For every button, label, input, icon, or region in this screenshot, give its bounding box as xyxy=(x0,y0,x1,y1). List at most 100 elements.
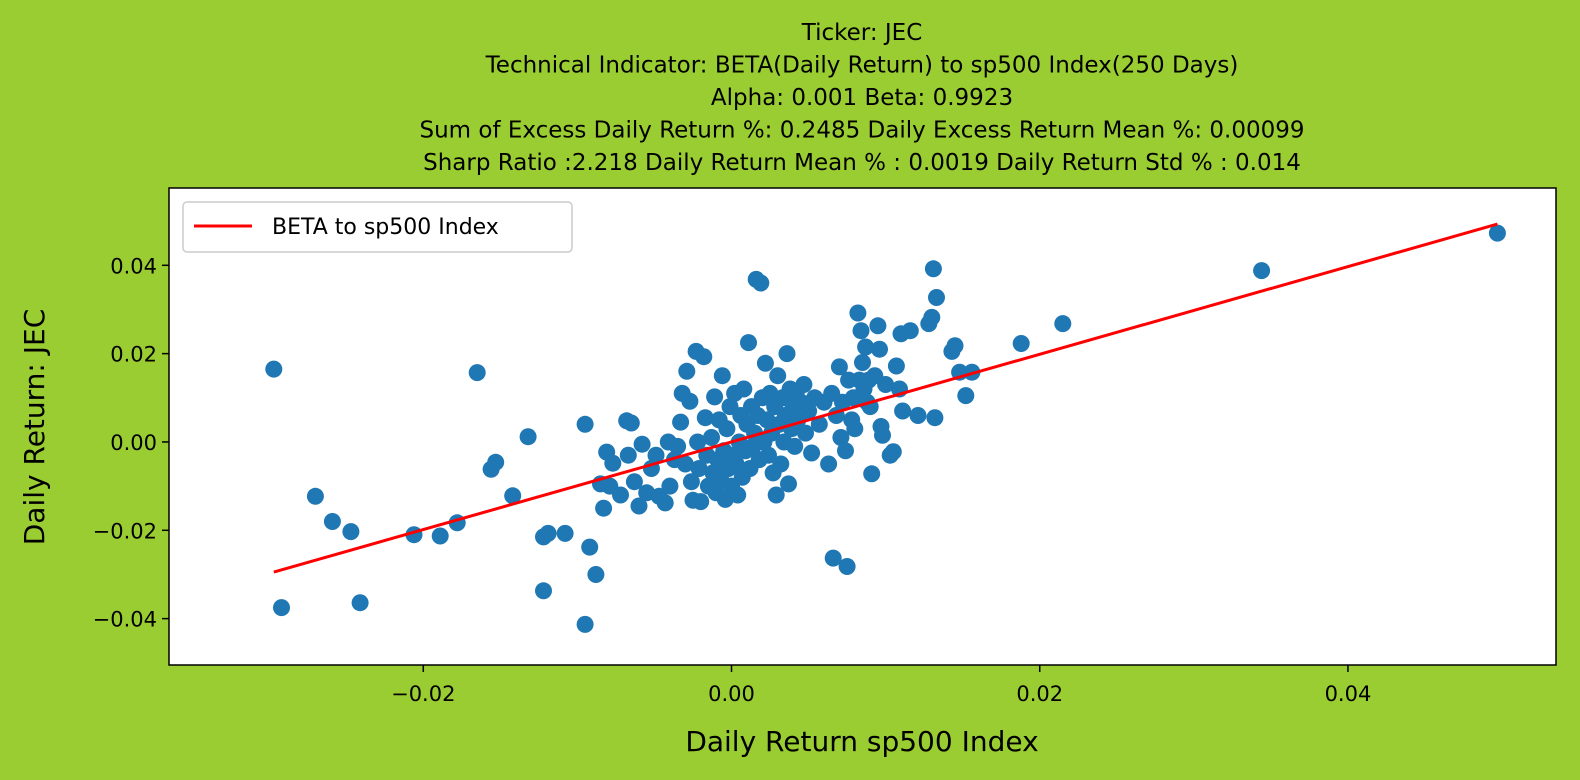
data-point xyxy=(837,442,854,460)
data-point xyxy=(729,486,747,504)
data-point xyxy=(519,428,537,446)
x-tick-label: 0.04 xyxy=(1325,682,1372,706)
data-point xyxy=(323,513,341,530)
data-point xyxy=(887,357,905,375)
data-point xyxy=(824,549,842,567)
y-axis-ticks: −0.04 −0.02 0.00 0.02 0.04 xyxy=(93,254,169,632)
data-point xyxy=(535,582,552,600)
data-point xyxy=(740,334,757,352)
data-point xyxy=(681,392,699,410)
data-point xyxy=(265,360,283,378)
legend: BETA to sp500 Index xyxy=(182,201,573,253)
data-point xyxy=(612,486,629,504)
data-point xyxy=(857,338,875,356)
data-point xyxy=(682,473,700,491)
data-point xyxy=(692,493,710,511)
data-point xyxy=(656,494,674,512)
data-point xyxy=(1012,335,1030,352)
data-point xyxy=(803,444,821,462)
title-line-1: Ticker: JEC xyxy=(801,20,923,46)
data-point xyxy=(306,487,324,505)
data-point xyxy=(863,465,881,483)
data-point xyxy=(926,409,944,427)
data-point xyxy=(854,354,871,371)
data-point xyxy=(595,499,613,517)
data-point xyxy=(706,388,724,406)
y-tick-label: 0.04 xyxy=(110,254,157,278)
data-point xyxy=(669,437,687,455)
data-point xyxy=(581,538,599,556)
data-point xyxy=(690,460,708,477)
data-point xyxy=(769,367,787,385)
data-point xyxy=(713,367,731,385)
data-point xyxy=(678,362,696,380)
data-point xyxy=(778,345,796,363)
data-point xyxy=(351,594,369,612)
data-point xyxy=(676,455,694,473)
title-line-4: Sum of Excess Daily Return %: 0.2485 Dai… xyxy=(420,118,1305,144)
data-point xyxy=(468,364,486,382)
data-point xyxy=(619,446,637,464)
title-line-2: Technical Indicator: BETA(Daily Return) … xyxy=(485,53,1239,79)
data-point xyxy=(838,558,856,575)
data-point xyxy=(661,477,679,495)
data-point xyxy=(647,446,665,464)
y-tick-label: 0.00 xyxy=(110,431,157,455)
data-point xyxy=(633,435,651,453)
data-point xyxy=(852,322,870,340)
data-point xyxy=(795,376,813,393)
data-point xyxy=(556,524,574,542)
data-point xyxy=(672,413,690,431)
x-tick-label: 0.00 xyxy=(708,682,755,706)
x-tick-label: −0.02 xyxy=(391,682,455,706)
data-point xyxy=(767,486,785,504)
y-tick-label: −0.04 xyxy=(93,608,157,632)
data-point xyxy=(760,446,777,464)
data-point xyxy=(273,599,290,617)
data-point xyxy=(689,433,707,451)
data-point xyxy=(703,429,720,446)
title-line-5: Sharp Ratio :2.218 Daily Return Mean % :… xyxy=(423,150,1301,176)
data-point xyxy=(342,523,360,541)
data-point xyxy=(487,453,505,471)
plot-frame xyxy=(168,187,1557,666)
data-point xyxy=(587,566,605,583)
data-point xyxy=(780,475,797,493)
data-point xyxy=(539,524,557,542)
data-point xyxy=(800,402,818,420)
data-point xyxy=(695,348,713,366)
title-line-3: Alpha: 0.001 Beta: 0.9923 xyxy=(711,85,1013,111)
data-point xyxy=(846,420,864,438)
data-point xyxy=(696,409,714,427)
data-point xyxy=(946,337,964,355)
scatter-points xyxy=(265,224,1506,633)
data-point xyxy=(877,376,895,393)
data-point xyxy=(832,429,850,446)
legend-entry-label: BETA to sp500 Index xyxy=(272,215,499,240)
data-point xyxy=(786,437,804,455)
y-tick-label: −0.02 xyxy=(93,519,157,543)
data-point xyxy=(797,424,814,442)
data-point xyxy=(625,473,643,491)
data-point xyxy=(810,415,828,433)
regression-line xyxy=(273,222,1498,574)
data-point xyxy=(630,497,648,515)
x-axis-label: Daily Return sp500 Index xyxy=(685,725,1038,758)
data-point xyxy=(874,426,891,444)
data-point xyxy=(884,443,902,461)
legend-box xyxy=(182,201,573,253)
data-point xyxy=(869,317,887,335)
chart-title: Ticker: JEC Technical Indicator: BETA(Dai… xyxy=(420,20,1305,176)
data-point xyxy=(1253,262,1271,280)
data-point xyxy=(894,402,912,420)
data-point xyxy=(504,487,522,505)
data-point xyxy=(830,358,848,376)
data-point xyxy=(604,454,622,472)
data-point xyxy=(622,414,640,432)
y-tick-label: 0.02 xyxy=(110,343,157,367)
data-point xyxy=(928,289,945,306)
x-axis-ticks: −0.02 0.00 0.02 0.04 xyxy=(391,665,1371,706)
y-axis-label: Daily Return: JEC xyxy=(18,309,51,546)
